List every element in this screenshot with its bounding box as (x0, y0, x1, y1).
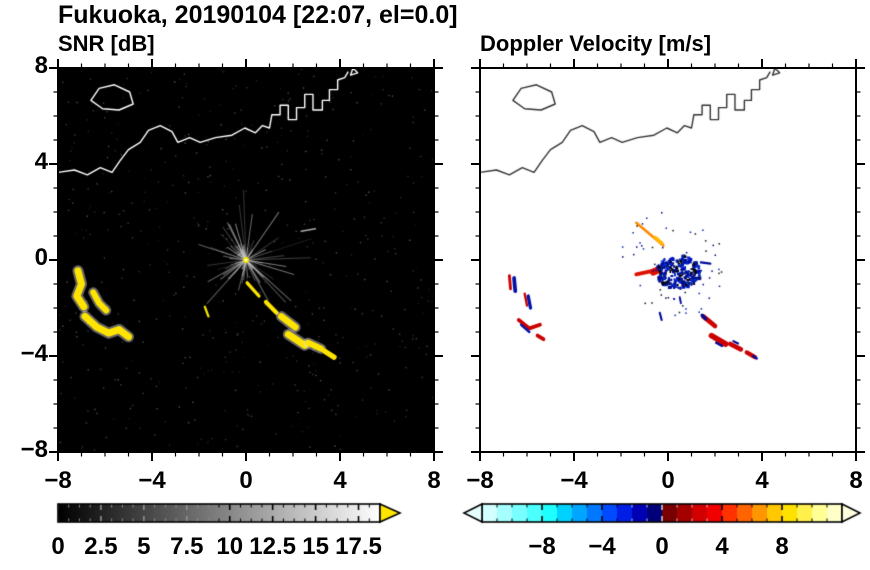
snr-colorbar-label: 7.5 (170, 533, 204, 560)
snr-x-tick-label: −4 (138, 467, 166, 494)
snr-colorbar-label: 17.5 (335, 533, 382, 560)
velocity-x-tick-label: −8 (466, 467, 494, 494)
velocity-x-tick-label: 8 (849, 467, 863, 494)
velocity-colorbar-label: 0 (655, 533, 669, 560)
velocity-colorbar-label: 4 (715, 533, 729, 560)
snr-colorbar-label: 5 (137, 533, 151, 560)
snr-plot-area (58, 68, 434, 452)
velocity-colorbar-label: 8 (775, 533, 789, 560)
velocity-colorbar-label: −8 (528, 533, 556, 560)
snr-colorbar (56, 502, 404, 526)
snr-x-tick-label: 4 (333, 467, 347, 494)
snr-colorbar-label: 15 (302, 533, 329, 560)
velocity-colorbar-label: −4 (588, 533, 616, 560)
snr-y-tick-label: −4 (20, 340, 48, 367)
snr-x-tick-label: 8 (427, 467, 441, 494)
snr-y-tick-label: 8 (34, 52, 48, 79)
velocity-colorbar (462, 502, 864, 526)
snr-y-tick-label: −8 (20, 436, 48, 463)
velocity-x-tick-label: 4 (755, 467, 769, 494)
snr-colorbar-label: 10 (216, 533, 244, 560)
snr-panel-title: SNR [dB] (58, 31, 155, 56)
figure-title: Fukuoka, 20190104 [22:07, el=0.0] (58, 1, 458, 29)
snr-y-tick-label: 4 (34, 148, 48, 175)
snr-colorbar-label: 12.5 (249, 533, 297, 560)
snr-y-tick-label: 0 (34, 244, 48, 271)
snr-colorbar-label: 0 (51, 533, 65, 560)
velocity-plot-area (480, 68, 856, 452)
velocity-panel-title: Doppler Velocity [m/s] (480, 31, 712, 56)
snr-x-tick-label: −8 (44, 467, 72, 494)
velocity-x-tick-label: 0 (661, 467, 675, 494)
snr-colorbar-label: 2.5 (84, 533, 118, 560)
snr-x-tick-label: 0 (239, 467, 253, 494)
velocity-x-tick-label: −4 (560, 467, 588, 494)
